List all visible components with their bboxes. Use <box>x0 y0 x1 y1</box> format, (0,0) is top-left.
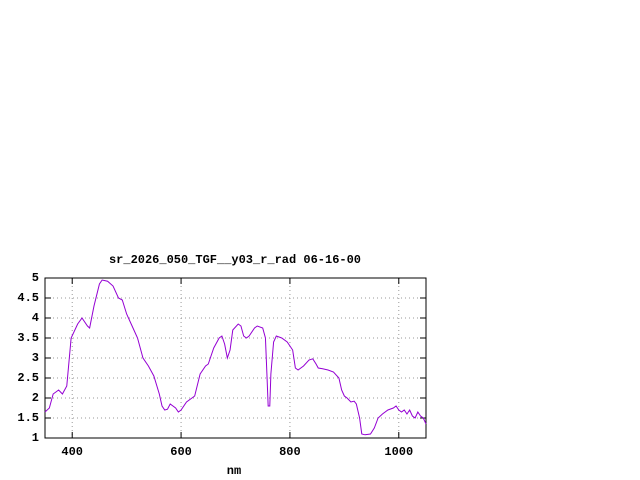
x-tick-label: 400 <box>61 445 83 459</box>
x-tick-label: 800 <box>279 445 301 459</box>
y-tick-label: 1.5 <box>17 411 39 425</box>
y-tick-label: 4 <box>32 311 39 325</box>
y-tick-label: 2 <box>32 391 39 405</box>
y-tick-label: 3.5 <box>17 331 39 345</box>
x-tick-label: 1000 <box>384 445 413 459</box>
y-tick-label: 4.5 <box>17 291 39 305</box>
x-axis-label: nm <box>227 464 241 478</box>
y-tick-label: 5 <box>32 271 39 285</box>
plot-frame <box>44 277 427 439</box>
chart-title: sr_2026_050_TGF__y03_r_rad 06-16-00 <box>109 253 361 267</box>
y-tick-label: 2.5 <box>17 371 39 385</box>
y-tick-label: 1 <box>32 431 39 445</box>
data-line <box>44 279 427 436</box>
x-tick-label: 600 <box>170 445 192 459</box>
y-tick-label: 3 <box>32 351 39 365</box>
